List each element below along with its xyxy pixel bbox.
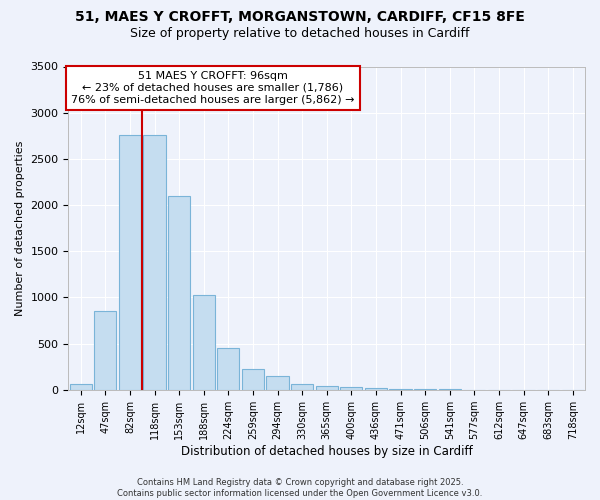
Bar bbox=[365, 388, 387, 390]
Bar bbox=[217, 348, 239, 390]
Bar bbox=[70, 384, 92, 390]
X-axis label: Distribution of detached houses by size in Cardiff: Distribution of detached houses by size … bbox=[181, 444, 473, 458]
Text: Size of property relative to detached houses in Cardiff: Size of property relative to detached ho… bbox=[130, 28, 470, 40]
Bar bbox=[316, 386, 338, 390]
Bar bbox=[94, 311, 116, 390]
Bar bbox=[266, 376, 289, 390]
Bar bbox=[168, 196, 190, 390]
Bar bbox=[143, 135, 166, 390]
Bar bbox=[291, 384, 313, 390]
Bar bbox=[340, 387, 362, 390]
Text: 51, MAES Y CROFFT, MORGANSTOWN, CARDIFF, CF15 8FE: 51, MAES Y CROFFT, MORGANSTOWN, CARDIFF,… bbox=[75, 10, 525, 24]
Bar bbox=[242, 370, 264, 390]
Bar bbox=[389, 389, 412, 390]
Bar bbox=[193, 294, 215, 390]
Y-axis label: Number of detached properties: Number of detached properties bbox=[15, 140, 25, 316]
Bar bbox=[119, 135, 141, 390]
Text: 51 MAES Y CROFFT: 96sqm
← 23% of detached houses are smaller (1,786)
76% of semi: 51 MAES Y CROFFT: 96sqm ← 23% of detache… bbox=[71, 72, 355, 104]
Text: Contains HM Land Registry data © Crown copyright and database right 2025.
Contai: Contains HM Land Registry data © Crown c… bbox=[118, 478, 482, 498]
